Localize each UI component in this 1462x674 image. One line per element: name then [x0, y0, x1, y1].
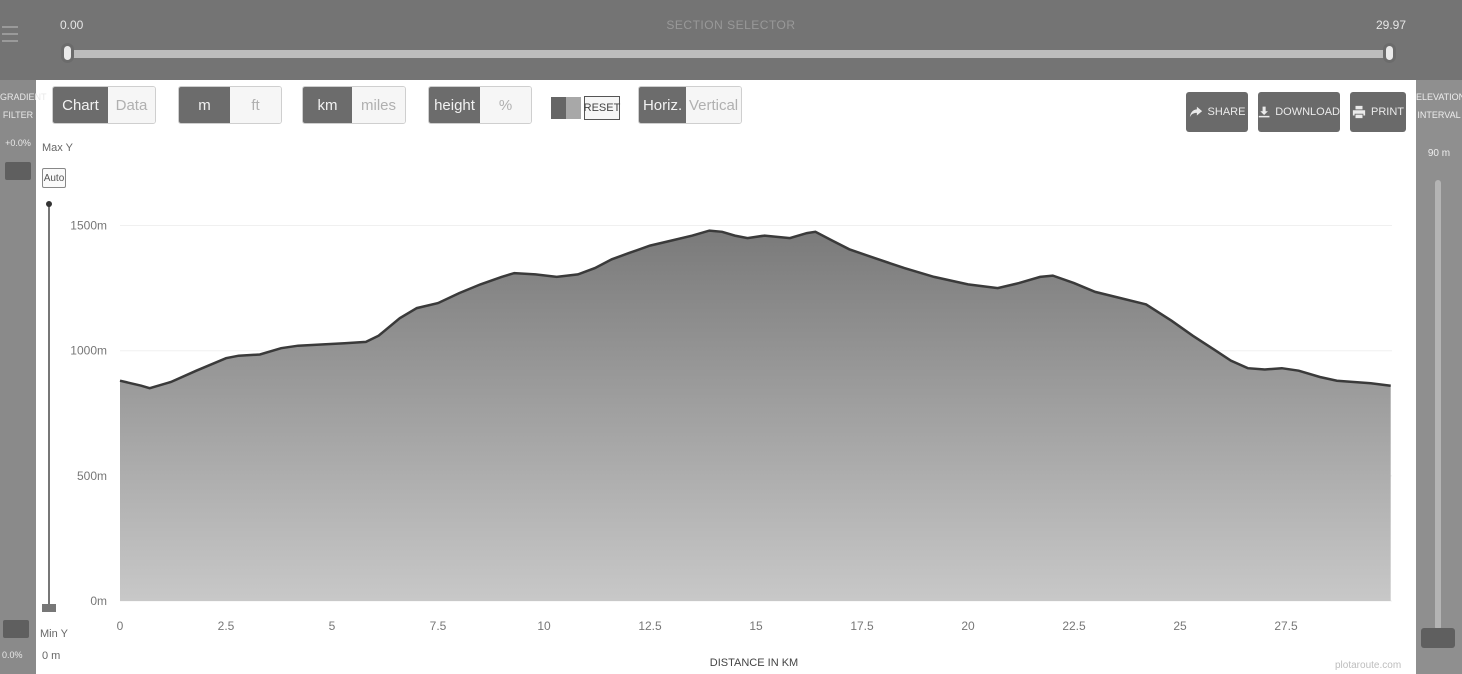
x-tick-label: 22.5	[1062, 619, 1086, 633]
x-tick-label: 17.5	[850, 619, 874, 633]
y-range-bottom-handle[interactable]	[42, 604, 56, 612]
elevation-unit-toggle: m ft	[178, 86, 282, 124]
x-tick-label: 2.5	[218, 619, 235, 633]
section-end-value: 29.97	[1375, 18, 1406, 32]
elevation-interval-panel: ELEVATION INTERVAL 90 m	[1416, 80, 1462, 674]
gradient-filter-title: GRADIENT FILTER	[0, 92, 47, 120]
reset-colors-button[interactable]: RESET	[584, 96, 620, 120]
y-tick-label: 0m	[90, 594, 107, 608]
data-view-button[interactable]: Data	[107, 87, 155, 123]
feet-button[interactable]: ft	[230, 87, 281, 123]
height-mode-button[interactable]: height	[429, 87, 480, 123]
fill-color-swatch-dark[interactable]	[551, 97, 566, 119]
percent-mode-button[interactable]: %	[480, 87, 531, 123]
gradient-filter-min-value: 0.0%	[2, 650, 23, 660]
miles-button[interactable]: miles	[352, 87, 405, 123]
section-start-value: 0.00	[60, 18, 84, 32]
print-button[interactable]: PRINT	[1350, 92, 1406, 132]
chart-view-button[interactable]: Chart	[53, 87, 108, 123]
fill-color-swatch-light[interactable]	[566, 97, 581, 119]
min-y-label: Min Y	[40, 628, 68, 640]
min-y-value: 0 m	[42, 650, 61, 662]
elevation-area	[120, 230, 1391, 601]
x-axis-title: DISTANCE IN KM	[710, 657, 798, 669]
share-label: SHARE	[1207, 106, 1246, 118]
km-button[interactable]: km	[303, 87, 353, 123]
section-selector-title: SECTION SELECTOR	[666, 18, 796, 32]
y-range-slider-track[interactable]	[48, 204, 50, 606]
elevation-profile-chart[interactable]: 0m 500m 1000m 1500m 0 2.5 5 7.5 10 12.5 15 17.5 20 2…	[60, 140, 1412, 674]
x-tick-label: 27.5	[1274, 619, 1298, 633]
download-icon	[1258, 106, 1270, 118]
elevation-interval-track[interactable]	[1435, 180, 1441, 630]
orientation-toggle: Horiz. Vertical	[638, 86, 742, 124]
elevation-interval-value: 90 m	[1427, 148, 1451, 159]
gradient-filter-handle-bottom[interactable]	[3, 620, 29, 638]
section-selector: 0.00 SECTION SELECTOR 29.97	[0, 0, 1462, 80]
view-toggle: Chart Data	[52, 86, 156, 124]
x-tick-label: 0	[117, 619, 124, 633]
max-y-label: Max Y	[42, 142, 73, 154]
download-button[interactable]: DOWNLOAD	[1258, 92, 1340, 132]
section-slider-track[interactable]	[68, 50, 1390, 58]
horizontal-button[interactable]: Horiz.	[639, 87, 687, 123]
vertical-button[interactable]: Vertical	[686, 87, 741, 123]
print-label: PRINT	[1371, 106, 1404, 118]
y-tick-label: 1500m	[70, 219, 107, 233]
gradient-filter-handle-top[interactable]	[5, 162, 31, 180]
section-start-handle[interactable]	[61, 43, 74, 63]
menu-icon[interactable]	[2, 26, 18, 46]
printer-icon	[1352, 105, 1366, 119]
y-tick-label: 1000m	[70, 344, 107, 358]
share-button[interactable]: SHARE	[1186, 92, 1248, 132]
display-mode-toggle: height %	[428, 86, 532, 124]
x-tick-label: 15	[749, 619, 763, 633]
section-end-handle[interactable]	[1383, 43, 1396, 63]
y-tick-label: 500m	[77, 469, 107, 483]
x-tick-label: 25	[1173, 619, 1187, 633]
gradient-filter-value: +0.0%	[5, 138, 31, 148]
elevation-interval-handle[interactable]	[1421, 628, 1455, 648]
x-tick-label: 5	[329, 619, 336, 633]
x-tick-label: 12.5	[638, 619, 662, 633]
x-tick-label: 20	[961, 619, 975, 633]
elevation-interval-title: ELEVATION INTERVAL	[1416, 92, 1462, 120]
x-tick-label: 10	[537, 619, 551, 633]
gradient-filter-panel: GRADIENT FILTER +0.0% 0.0%	[0, 80, 47, 674]
share-icon	[1189, 106, 1202, 118]
auto-max-y-button[interactable]: Auto	[42, 168, 66, 188]
meters-button[interactable]: m	[179, 87, 230, 123]
elevation-line	[119, 229, 1391, 390]
download-label: DOWNLOAD	[1275, 106, 1340, 118]
distance-unit-toggle: km miles	[302, 86, 406, 124]
x-tick-label: 7.5	[430, 619, 447, 633]
y-range-top-handle[interactable]	[46, 201, 52, 207]
watermark: plotaroute.com	[1335, 660, 1402, 671]
